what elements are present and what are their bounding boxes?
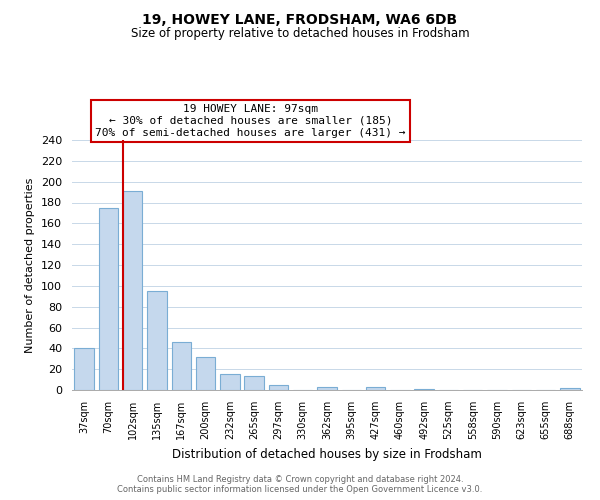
Text: 19, HOWEY LANE, FRODSHAM, WA6 6DB: 19, HOWEY LANE, FRODSHAM, WA6 6DB	[142, 12, 458, 26]
X-axis label: Distribution of detached houses by size in Frodsham: Distribution of detached houses by size …	[172, 448, 482, 460]
Bar	[244, 376, 264, 390]
Bar	[123, 191, 142, 390]
Y-axis label: Number of detached properties: Number of detached properties	[25, 178, 35, 352]
Bar	[196, 356, 215, 390]
Bar	[220, 374, 239, 390]
Bar	[560, 388, 580, 390]
Bar	[269, 385, 288, 390]
Bar	[99, 208, 118, 390]
Bar	[317, 387, 337, 390]
Bar	[172, 342, 191, 390]
Text: 19 HOWEY LANE: 97sqm
← 30% of detached houses are smaller (185)
70% of semi-deta: 19 HOWEY LANE: 97sqm ← 30% of detached h…	[95, 104, 406, 138]
Bar	[74, 348, 94, 390]
Bar	[147, 291, 167, 390]
Bar	[415, 389, 434, 390]
Text: Contains HM Land Registry data © Crown copyright and database right 2024.
Contai: Contains HM Land Registry data © Crown c…	[118, 474, 482, 494]
Bar	[366, 387, 385, 390]
Text: Size of property relative to detached houses in Frodsham: Size of property relative to detached ho…	[131, 28, 469, 40]
